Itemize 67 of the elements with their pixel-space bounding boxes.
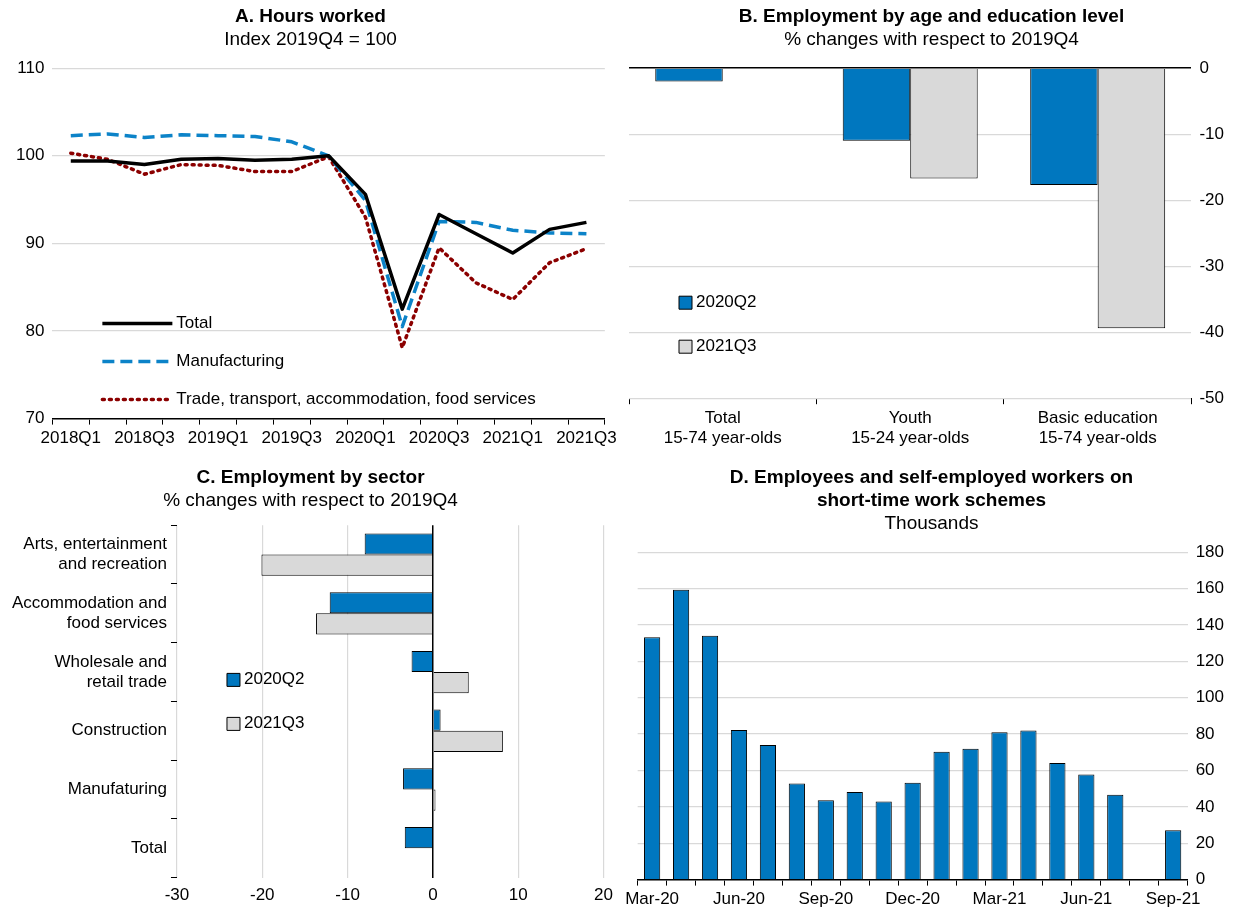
- y-tick-label: 140: [1195, 614, 1225, 634]
- y-tick-label: 100: [15, 145, 45, 165]
- x-tick-label: Jun-21: [1060, 889, 1113, 909]
- x-tick-label: 0: [428, 885, 438, 905]
- chart-title: C. Employment by sector: [195, 465, 426, 488]
- x-tick-label: Sep-20: [798, 889, 854, 909]
- legend-label: 2020Q2: [696, 291, 757, 311]
- chart-subtitle: Index 2019Q4 = 100: [224, 27, 397, 50]
- chart-title: B. Employment by age and education level: [737, 4, 1126, 27]
- x-tick-label: Basic education 15-74 year-olds: [1037, 408, 1158, 448]
- legend-label: 2021Q3: [243, 713, 305, 733]
- y-tick-label: -30: [1199, 255, 1225, 275]
- x-tick-label: Mar-20: [625, 889, 680, 909]
- legend-label: Trade, transport, accommodation, food services: [176, 389, 536, 409]
- y-tick-label: -20: [1199, 189, 1225, 209]
- x-tick-label: 2018Q1: [40, 428, 102, 448]
- y-tick-label: 80: [1195, 723, 1215, 743]
- x-tick-label: 2019Q1: [187, 428, 249, 448]
- y-tick-label: 0: [1195, 869, 1206, 889]
- y-tick-label: 100: [1195, 687, 1225, 707]
- x-tick-label: Total 15-74 year-olds: [663, 408, 782, 448]
- y-tick-label: 40: [1195, 796, 1215, 816]
- y-tick-label: Arts, entertainment and recreation: [23, 534, 168, 574]
- y-tick-label: 110: [17, 57, 45, 77]
- y-tick-label: -10: [1199, 123, 1225, 143]
- chart-subtitle: % changes with respect to 2019Q4: [784, 27, 1079, 50]
- x-tick-label: -10: [335, 885, 360, 905]
- x-tick-label: Dec-20: [885, 889, 941, 909]
- y-tick-label: Wholesale and retail trade: [54, 651, 167, 691]
- x-tick-label: 10: [508, 885, 528, 905]
- y-tick-label: 20: [1195, 832, 1215, 852]
- y-tick-label: Manufaturing: [67, 779, 167, 799]
- y-tick-label: Construction: [71, 720, 167, 740]
- y-tick-label: Accommodation and food services: [11, 592, 167, 633]
- y-tick-label: 80: [25, 320, 45, 340]
- y-tick-label: -40: [1199, 321, 1225, 341]
- y-tick-label: 180: [1195, 541, 1225, 561]
- line-series: [69, 132, 589, 329]
- y-tick-label: 0: [1199, 57, 1209, 77]
- x-tick-label: Youth 15-24 year-olds: [851, 408, 970, 448]
- x-tick-label: 2021Q3: [556, 428, 617, 448]
- y-tick-label: -50: [1199, 387, 1225, 407]
- x-tick-label: 2019Q3: [261, 428, 323, 448]
- legend-label: 2020Q2: [243, 669, 305, 689]
- chart-title: D. Employees and self-employed workers on short-time work schemes: [728, 465, 1135, 511]
- x-tick-label: Jun-20: [712, 889, 765, 909]
- x-tick-label: Mar-21: [972, 889, 1027, 909]
- x-tick-label: Sep-21: [1145, 889, 1201, 909]
- x-tick-label: 2020Q3: [408, 428, 470, 448]
- legend-label: 2021Q3: [696, 335, 757, 355]
- y-tick-label: 120: [1195, 651, 1225, 671]
- y-tick-label: 160: [1195, 578, 1225, 598]
- chart-title: A. Hours worked: [234, 4, 387, 27]
- x-tick-label: 2020Q1: [335, 428, 396, 448]
- x-tick-label: -30: [164, 885, 190, 905]
- legend-label: Manufacturing: [176, 351, 285, 371]
- y-tick-label: 90: [25, 233, 45, 253]
- x-tick-label: -20: [250, 885, 275, 905]
- chart-subtitle: % changes with respect to 2019Q4: [163, 488, 458, 511]
- y-tick-label: 60: [1195, 760, 1215, 780]
- x-tick-label: 2021Q1: [482, 428, 544, 448]
- chart-subtitle: Thousands: [884, 511, 979, 534]
- legend-label: Total: [176, 313, 213, 333]
- y-tick-label: Total: [131, 837, 167, 857]
- y-tick-label: 70: [25, 408, 45, 428]
- x-tick-label: 2018Q3: [114, 428, 175, 448]
- x-tick-label: 20: [594, 885, 614, 905]
